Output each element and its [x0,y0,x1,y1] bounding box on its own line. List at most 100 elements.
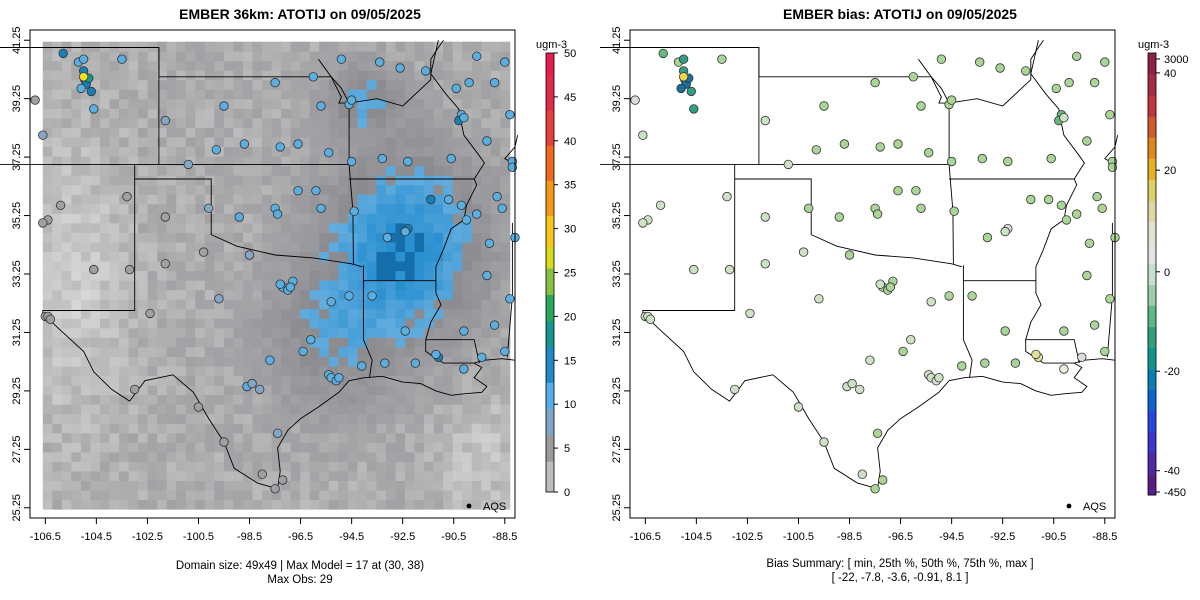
grid-cell [204,499,215,510]
grid-cell [128,79,139,90]
grid-cell [414,98,425,109]
grid-cell [176,289,187,300]
grid-cell [395,442,406,453]
grid-cell [233,461,244,472]
grid-cell [452,137,463,148]
aqs-station-marker [160,115,171,126]
colorbar-segment [546,224,554,230]
grid-cell [452,337,463,348]
grid-cell [42,480,53,491]
grid-cell [328,165,339,176]
grid-cell [195,98,206,109]
grid-cell [376,480,387,491]
grid-cell [490,394,501,405]
grid-cell [366,232,377,243]
grid-cell [309,222,320,233]
border-line [642,313,878,490]
grid-cell [385,394,396,405]
grid-cell [443,184,454,195]
grid-cell [319,194,330,205]
grid-cell [233,356,244,367]
grid-cell [471,232,482,243]
grid-cell [119,222,129,233]
grid-cell [376,289,387,300]
grid-cell [366,451,377,462]
grid-cell [119,471,129,482]
grid-cell [176,451,187,462]
grid-cell [319,280,330,291]
grid-cell [443,270,454,281]
colorbar-segment [546,118,554,124]
y-tick-label: 27.25 [611,436,623,464]
colorbar-segment [546,149,554,155]
grid-cell [471,471,482,482]
grid-cell [71,461,82,472]
grid-cell [366,242,377,253]
grid-cell [424,375,435,386]
grid-cell [395,232,406,243]
grid-cell [290,490,301,501]
grid-cell [490,156,501,167]
grid-cell [262,89,272,100]
grid-cell [357,404,368,415]
bias-station-marker [855,384,865,395]
grid-cell [42,127,53,138]
grid-cell [52,308,63,319]
aqs-station-marker [380,358,390,368]
grid-cell [204,385,215,396]
grid-cell [271,165,282,176]
grid-cell [176,98,187,109]
grid-cell [347,318,358,329]
grid-cell [300,251,311,262]
grid-cell [443,118,454,128]
grid-cell [204,194,215,205]
grid-cell [414,347,425,357]
grid-cell [385,175,396,186]
colorbar-segment [1148,137,1156,159]
grid-cell [214,156,225,167]
grid-cell [80,394,91,405]
grid-cell [405,51,415,62]
grid-cell [195,175,206,186]
grid-cell [90,137,101,148]
grid-cell [290,442,301,453]
bias-station-marker [722,191,732,202]
grid-cell [290,471,301,482]
grid-cell [347,41,358,52]
grid-cell [99,51,110,62]
grid-cell [252,347,263,357]
grid-cell [52,127,63,138]
grid-cell [185,308,196,319]
grid-cell [166,318,177,329]
grid-cell [347,499,358,510]
grid-cell [433,337,444,348]
grid-cell [376,137,387,148]
aqs-station-marker [234,212,245,222]
colorbar-segment [546,421,554,427]
grid-cell [119,347,129,357]
grid-cell [500,337,511,348]
grid-cell [443,423,454,434]
grid-cell [252,318,263,329]
grid-cell [42,423,53,434]
border-line [330,76,350,165]
grid-cell [462,375,473,386]
grid-cell [405,432,415,443]
grid-cell [433,299,444,310]
grid-cell [42,222,53,233]
grid-cell [319,366,330,377]
grid-cell [443,70,454,81]
grid-cell [147,347,158,357]
bias-station-marker [1089,77,1100,88]
grid-cell [204,108,215,119]
grid-cell [357,165,368,176]
grid-cell [42,165,53,176]
grid-cell [281,270,292,281]
grid-cell [319,261,330,272]
grid-cell [80,327,91,338]
grid-cell [52,499,63,510]
grid-cell [443,318,454,329]
grid-cell [443,89,454,100]
grid-cell [433,89,444,100]
colorbar-segment [546,92,554,98]
